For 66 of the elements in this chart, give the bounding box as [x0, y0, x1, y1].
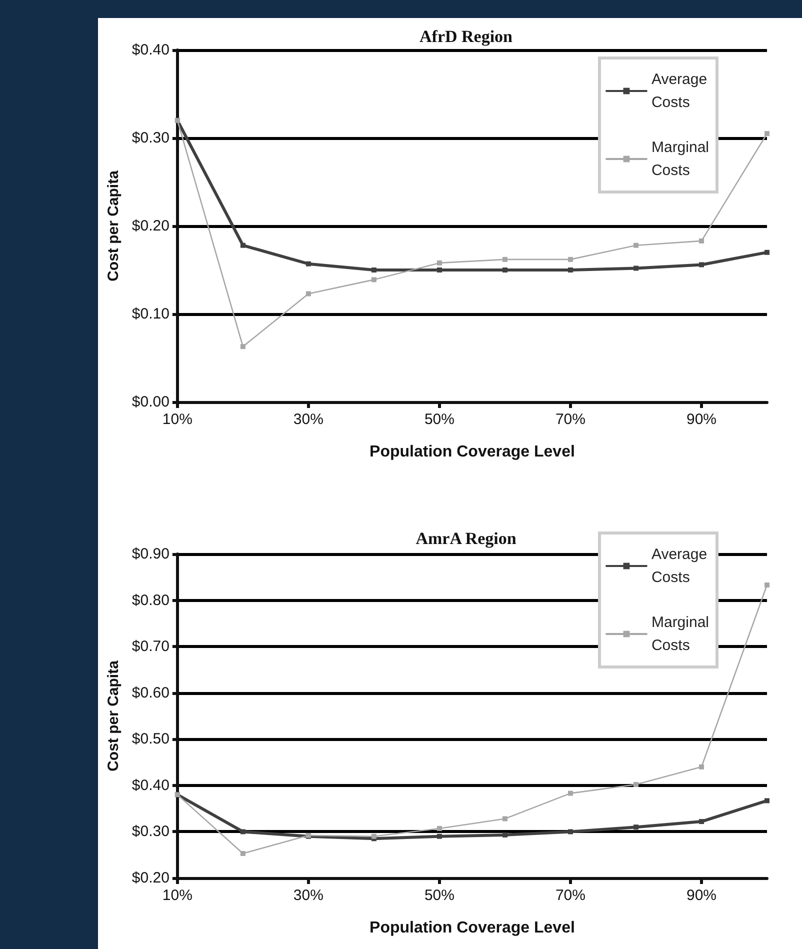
y-tick-label: $0.90	[132, 546, 170, 562]
point	[502, 268, 508, 272]
y-tick-label: $0.20	[132, 870, 170, 886]
x-axis-title: Population Coverage Level	[370, 920, 575, 936]
x-axis-title: Population Coverage Level	[370, 444, 575, 460]
x-tick-label: 30%	[293, 887, 324, 904]
x-tick-label: 10%	[162, 887, 192, 904]
y-tick-label: $0.10	[132, 306, 170, 322]
y-tick-label: $0.30	[132, 130, 170, 146]
point	[764, 798, 770, 804]
y-axis-title: Cost per Capita	[105, 170, 122, 282]
point	[764, 582, 770, 588]
point	[502, 832, 508, 838]
chart-title: AfrD Region	[419, 27, 514, 46]
y-tick-label: $0.80	[132, 592, 170, 609]
point	[502, 256, 508, 262]
y-tick-label: $0.00	[132, 394, 170, 410]
y-tick-label: $0.60	[132, 684, 170, 702]
legend-label: Marginal Costs	[651, 139, 710, 179]
point	[371, 277, 376, 282]
point	[698, 262, 704, 268]
point	[240, 850, 246, 856]
point	[568, 790, 573, 796]
x-tick-label: 90%	[686, 887, 717, 904]
point	[240, 242, 246, 248]
point	[371, 268, 376, 272]
point	[633, 824, 638, 830]
point	[240, 829, 246, 834]
point	[568, 829, 573, 834]
x-tick-label: 70%	[555, 887, 586, 904]
point	[633, 266, 638, 271]
point	[502, 816, 508, 822]
point	[764, 250, 770, 255]
point	[764, 131, 770, 136]
point	[306, 291, 311, 296]
point	[568, 256, 573, 262]
y-tick-label: $0.20	[132, 218, 170, 234]
point	[240, 344, 246, 350]
point	[436, 260, 442, 266]
y-tick-label: $0.50	[132, 730, 170, 748]
chart-title: AmrA Region	[416, 529, 517, 548]
y-tick-label: $0.30	[132, 823, 170, 840]
point	[698, 764, 704, 770]
y-tick-label: $0.40	[132, 776, 170, 794]
x-tick-label: 50%	[424, 887, 454, 904]
point	[698, 238, 704, 244]
point	[698, 819, 704, 824]
point	[306, 261, 311, 266]
point	[436, 268, 442, 272]
y-tick-label: $0.40	[132, 42, 170, 58]
point	[633, 782, 638, 788]
point	[568, 268, 573, 272]
x-tick-label: 70%	[555, 411, 586, 428]
y-axis-title: Cost per Capita	[105, 660, 122, 772]
point	[436, 826, 442, 831]
y-tick-label: $0.70	[132, 638, 170, 656]
x-tick-label: 50%	[424, 411, 454, 428]
point	[436, 834, 442, 839]
x-tick-label: 10%	[162, 411, 192, 428]
legend-label: Average Costs	[651, 71, 708, 111]
point	[371, 834, 376, 839]
x-tick-label: 90%	[686, 411, 717, 428]
point	[633, 242, 638, 248]
legend-label: Marginal Costs	[651, 614, 710, 654]
legend-label: Average Costs	[651, 546, 708, 586]
x-tick-label: 30%	[293, 411, 324, 428]
